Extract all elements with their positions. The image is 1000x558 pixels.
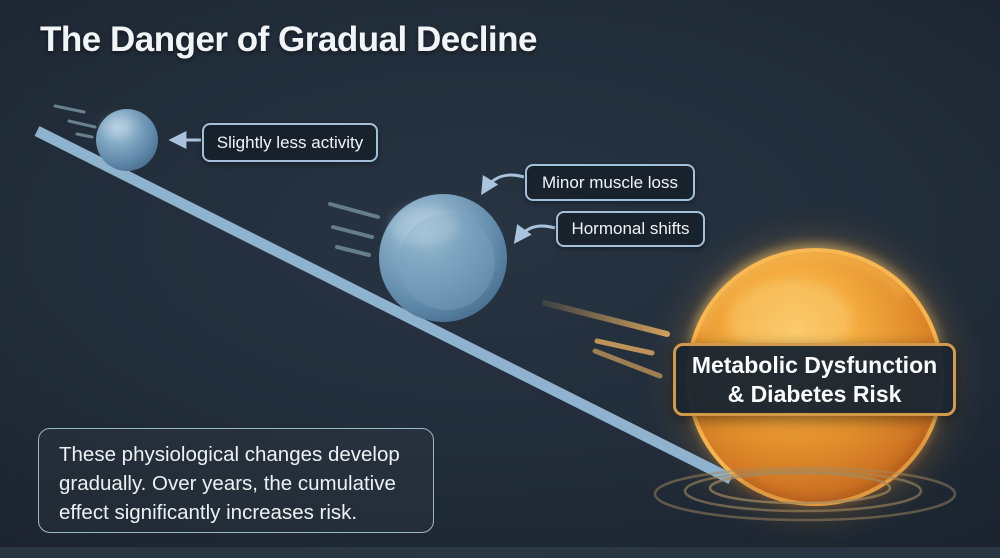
metabolic-line-2: & Diabetes Risk	[727, 380, 902, 407]
speed-lines-orange-ball	[542, 300, 670, 379]
callout-hormonal-shifts: Hormonal shifts	[556, 211, 705, 247]
caption-line-3: effect significantly increases risk.	[59, 501, 358, 525]
ball-small	[96, 109, 158, 171]
summary-caption-box: These physiological changes develop grad…	[38, 428, 434, 533]
slope-line	[34, 126, 734, 484]
arrow-hormonal-shifts	[513, 224, 556, 244]
speed-lines-medium-ball	[328, 202, 380, 257]
page-title: The Danger of Gradual Decline	[40, 20, 538, 59]
speed-lines-small-ball	[53, 104, 97, 139]
callout-arrows	[168, 131, 556, 244]
callout-slightly-less-activity: Slightly less activity	[202, 123, 378, 162]
ball-medium	[379, 194, 507, 322]
caption-line-2: gradually. Over years, the cumulative	[59, 472, 396, 496]
callout-minor-muscle-loss-label: Minor muscle loss	[541, 172, 679, 192]
callout-minor-muscle-loss: Minor muscle loss	[525, 164, 695, 201]
arrow-muscle-loss	[481, 173, 525, 196]
callout-metabolic-dysfunction: Metabolic Dysfunction & Diabetes Risk	[673, 343, 956, 416]
bottom-edge-strip	[0, 547, 1000, 558]
impact-ripples	[653, 466, 957, 522]
callout-hormonal-shifts-label: Hormonal shifts	[571, 219, 690, 238]
caption-line-1: These physiological changes develop	[59, 443, 400, 466]
callout-slightly-less-activity-label: Slightly less activity	[216, 132, 364, 152]
metabolic-line-1: Metabolic Dysfunction	[691, 351, 938, 378]
